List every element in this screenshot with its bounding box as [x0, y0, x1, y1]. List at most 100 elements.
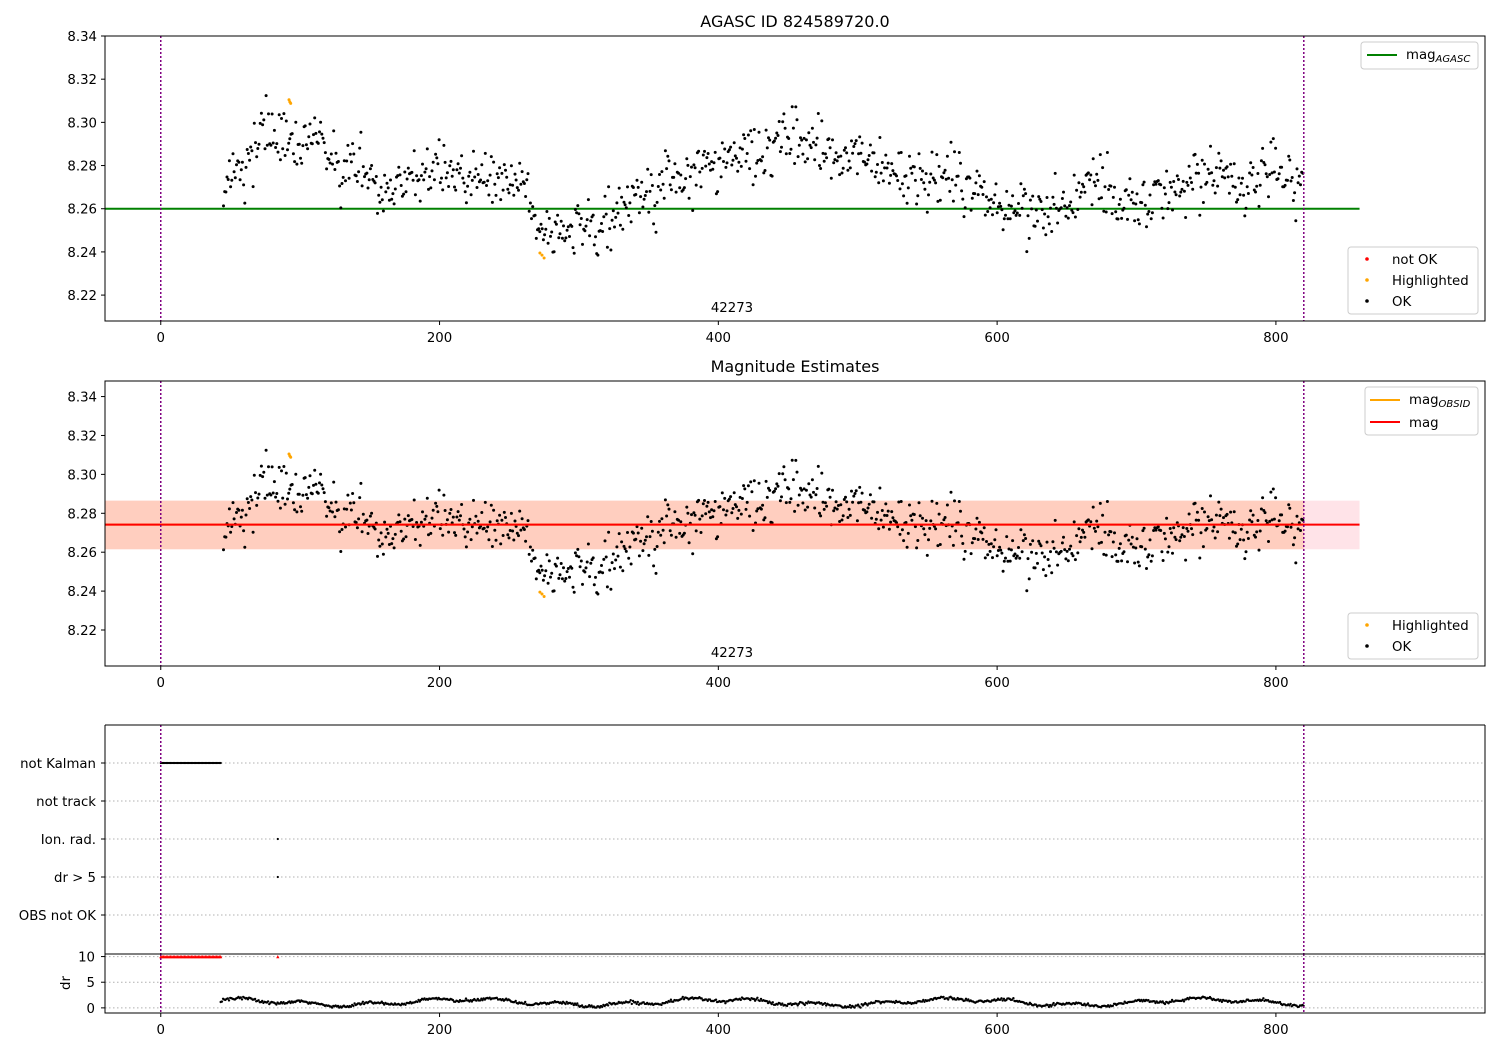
- data-point-ok: [600, 564, 603, 567]
- data-point-ok: [1205, 527, 1209, 530]
- data-point-ok: [405, 177, 409, 181]
- data-point-ok: [455, 168, 459, 172]
- data-point-ok: [242, 183, 246, 187]
- data-point-ok: [1185, 180, 1189, 184]
- data-point-ok: [1046, 215, 1050, 219]
- data-point-ok: [799, 136, 802, 140]
- data-point-ok: [1214, 513, 1218, 517]
- data-point-ok: [469, 538, 473, 542]
- data-point-ok: [665, 167, 669, 171]
- data-point-ok: [1124, 533, 1128, 537]
- data-point-ok: [1182, 535, 1186, 538]
- data-point-ok: [1045, 196, 1049, 199]
- data-point-ok: [550, 230, 554, 234]
- dr-point: [240, 998, 244, 1001]
- data-point-ok: [694, 183, 698, 187]
- data-point-ok: [1054, 206, 1058, 210]
- data-point-ok: [777, 120, 781, 123]
- data-point-ok: [998, 545, 1002, 549]
- data-point-ok: [316, 491, 320, 495]
- data-point-ok: [910, 518, 914, 522]
- data-point-ok: [839, 503, 843, 507]
- data-point-ok: [1079, 535, 1083, 539]
- data-point-ok: [1070, 552, 1074, 555]
- agasc-panel-obsid-annotation: 42273: [711, 301, 753, 316]
- data-point-ok: [757, 481, 761, 485]
- data-point-ok: [294, 120, 298, 124]
- data-point-ok: [488, 173, 492, 177]
- data-point-ok: [857, 501, 861, 505]
- data-point-ok: [850, 139, 853, 143]
- dr-point: [522, 1002, 526, 1005]
- data-point-ok: [498, 513, 502, 517]
- data-point-ok: [1002, 559, 1006, 563]
- data-point-ok: [1022, 533, 1026, 537]
- data-point-ok: [807, 482, 811, 486]
- data-point-ok: [1249, 509, 1253, 513]
- data-point-ok: [1169, 531, 1173, 535]
- data-point-ok: [988, 206, 992, 210]
- data-point-ok: [1211, 529, 1215, 533]
- data-point-ok: [1216, 530, 1220, 534]
- data-point-ok: [251, 185, 255, 189]
- data-point-ok: [464, 201, 468, 205]
- data-point-ok: [999, 204, 1003, 208]
- data-point-ok: [1020, 550, 1024, 554]
- data-point-ok: [314, 131, 318, 135]
- data-point-ok: [842, 498, 846, 501]
- dr-point: [257, 999, 260, 1002]
- data-point-ok: [325, 514, 329, 518]
- data-point-ok: [237, 160, 241, 164]
- data-point-ok: [936, 544, 940, 548]
- data-point-ok: [998, 201, 1002, 205]
- data-point-ok: [434, 501, 438, 505]
- data-point-ok: [265, 493, 269, 497]
- data-point-ok: [396, 174, 400, 178]
- estimates-line-legend: magOBSID mag: [1364, 386, 1479, 436]
- data-point-ok: [951, 199, 955, 203]
- data-point-ok: [283, 502, 287, 506]
- data-point-ok: [501, 534, 505, 537]
- data-point-ok: [1270, 518, 1274, 522]
- data-point-ok: [575, 554, 579, 558]
- data-point-ok: [383, 173, 387, 177]
- data-point-ok: [866, 158, 870, 162]
- data-point-ok: [1104, 553, 1108, 557]
- data-point-ok: [1207, 519, 1211, 523]
- data-point-ok: [462, 527, 466, 531]
- data-point-ok: [258, 121, 262, 125]
- dr-point: [1220, 1000, 1224, 1004]
- data-point-ok: [650, 529, 654, 533]
- data-point-ok: [385, 527, 389, 531]
- data-point-ok: [1141, 183, 1145, 187]
- data-point-ok: [248, 158, 252, 162]
- data-point-ok: [777, 472, 781, 476]
- data-point-ok: [560, 577, 564, 581]
- data-point-ok: [300, 161, 304, 165]
- dr-point: [416, 1000, 419, 1004]
- x-tick-label: 800: [1263, 676, 1288, 691]
- data-point-ok: [460, 154, 464, 158]
- data-point-ok: [1232, 510, 1236, 514]
- data-point-ok: [904, 521, 908, 524]
- data-point-ok: [258, 473, 262, 477]
- data-point-ok: [685, 157, 689, 161]
- data-point-ok: [1090, 203, 1094, 207]
- dr-point: [1289, 1002, 1292, 1006]
- data-point-ok: [1111, 540, 1115, 544]
- data-point-ok: [737, 160, 741, 164]
- data-point-ok: [994, 528, 998, 532]
- data-point-ok: [614, 558, 618, 562]
- dr-point: [1052, 1001, 1055, 1005]
- data-point-ok: [647, 210, 651, 214]
- data-point-ok: [275, 492, 279, 495]
- data-point-ok: [628, 545, 632, 549]
- data-point-ok: [987, 198, 991, 202]
- data-point-ok: [1184, 216, 1188, 219]
- dr-point: [1001, 999, 1004, 1002]
- data-point-ok: [1235, 544, 1238, 548]
- data-point-ok: [814, 493, 818, 497]
- data-point-ok: [1065, 549, 1069, 553]
- data-point-highlighted: [540, 592, 544, 596]
- data-point-ok: [534, 236, 538, 240]
